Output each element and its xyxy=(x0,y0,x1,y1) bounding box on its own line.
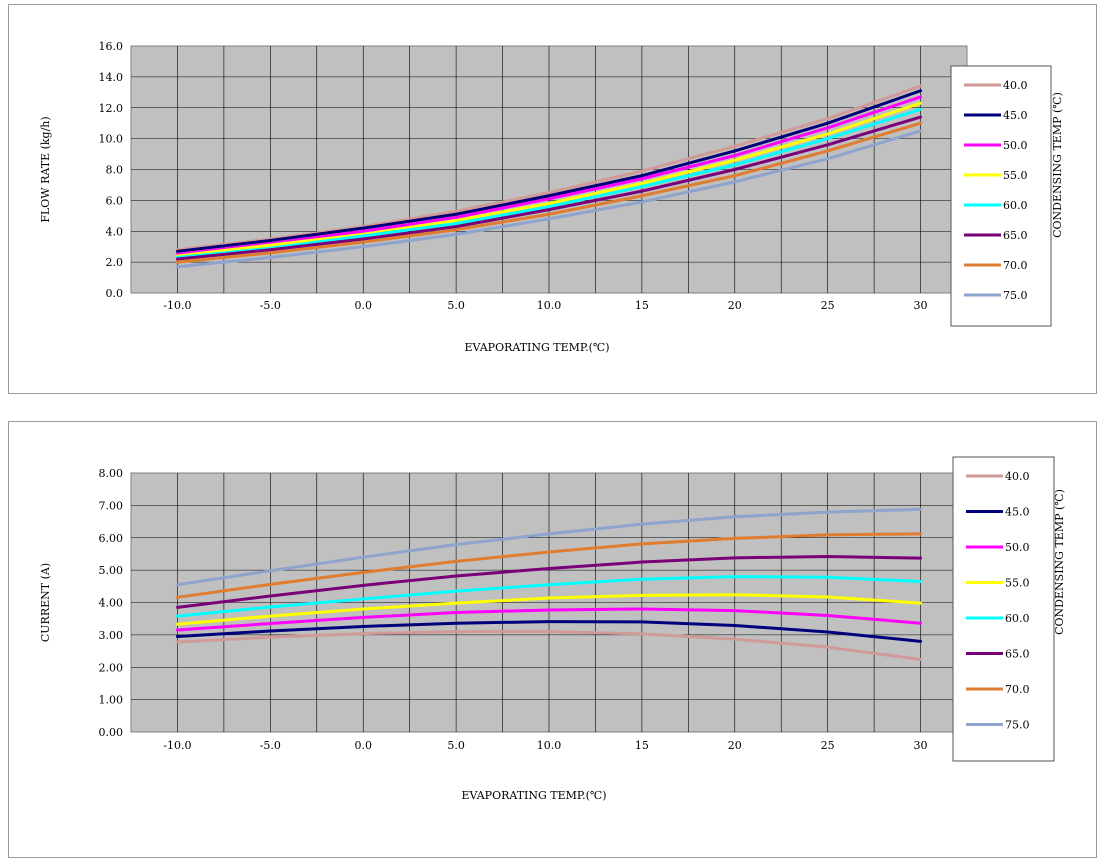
current-x-axis-title: EVAPORATING TEMP.(℃) xyxy=(462,789,607,802)
flow-series-line-40-0 xyxy=(175,84,923,252)
current-x-tick-label: 0.0 xyxy=(354,739,372,752)
flow-x-tick-label: 15 xyxy=(635,299,649,312)
flow-y-tick-label: 16.0 xyxy=(99,40,124,53)
current-x-tick-label: -10.0 xyxy=(163,739,191,752)
current-y-tick-label: 7.00 xyxy=(99,499,124,512)
current-legend-label: 65.0 xyxy=(1005,648,1030,661)
current-x-tick-label: 25 xyxy=(821,739,835,752)
flow-y-tick-label: 12.0 xyxy=(99,102,124,115)
current-y-tick-label: 0.00 xyxy=(99,726,124,739)
flow-legend-label: 70.0 xyxy=(1003,259,1028,272)
current-legend-label: 55.0 xyxy=(1005,577,1030,590)
flow-y-tick-label: 0.0 xyxy=(106,287,124,300)
current-legend-label: 60.0 xyxy=(1005,612,1030,625)
current-x-tick-label: -5.0 xyxy=(260,739,281,752)
current-y-tick-label: 6.00 xyxy=(99,532,124,545)
current-series-line-45-0 xyxy=(175,620,923,643)
current-legend-label: 50.0 xyxy=(1005,541,1030,554)
flow-rate-chart-panel: 0.0 2.0 4.0 6.0 8.0 10.0 12.0 14.0 16.0 -10.0 -5.0… xyxy=(8,4,1097,394)
flow-x-tick-label: 20 xyxy=(728,299,742,312)
current-y-axis-title: CURRENT (A) xyxy=(39,563,52,642)
flow-series-line-75-0 xyxy=(175,129,923,269)
flow-series-line-55-0 xyxy=(175,101,923,258)
flow-x-tick-label: -10.0 xyxy=(163,299,191,312)
flow-legend-label: 65.0 xyxy=(1003,229,1028,242)
current-y-tick-label: 3.00 xyxy=(99,629,124,642)
current-series-line-50-0 xyxy=(175,607,923,632)
current-series-line-55-0 xyxy=(175,593,923,626)
current-legend-label: 45.0 xyxy=(1005,506,1030,519)
flow-y-tick-label: 4.0 xyxy=(106,225,124,238)
flow-legend-label: 50.0 xyxy=(1003,139,1028,152)
flow-y-tick-label: 10.0 xyxy=(99,133,124,146)
flow-x-tick-label: -5.0 xyxy=(260,299,281,312)
flow-x-tick-label: 25 xyxy=(821,299,835,312)
current-x-tick-label: 15 xyxy=(635,739,649,752)
current-x-tick-label: 20 xyxy=(728,739,742,752)
flow-x-tick-label: 0.0 xyxy=(354,299,372,312)
current-series-line-65-0 xyxy=(175,555,923,609)
flow-series-line-50-0 xyxy=(175,95,923,256)
current-x-tick-label: 10.0 xyxy=(537,739,562,752)
flow-x-tick-label: 5.0 xyxy=(447,299,465,312)
flow-x-tick-label: 10.0 xyxy=(537,299,562,312)
current-x-tick-label: 5.0 xyxy=(447,739,465,752)
current-x-tick-label: 30 xyxy=(914,739,928,752)
current-y-tick-label: 8.00 xyxy=(99,467,124,480)
current-legend-label: 70.0 xyxy=(1005,683,1030,696)
current-series-line-60-0 xyxy=(175,575,923,618)
flow-y-tick-label: 6.0 xyxy=(106,194,124,207)
flow-legend-label: 60.0 xyxy=(1003,199,1028,212)
current-y-tick-label: 1.00 xyxy=(99,694,124,707)
flow-series-line-60-0 xyxy=(175,107,923,259)
current-y-tick-label: 4.00 xyxy=(99,597,124,610)
current-legend-label: 40.0 xyxy=(1005,470,1030,483)
flow-legend-box xyxy=(950,65,1052,327)
flow-series-line-65-0 xyxy=(175,115,923,261)
flow-legend-label: 40.0 xyxy=(1003,79,1028,92)
current-y-tick-label: 5.00 xyxy=(99,564,124,577)
current-legend-label: 75.0 xyxy=(1005,719,1030,732)
flow-legend-label: 55.0 xyxy=(1003,169,1028,182)
current-series-line-40-0 xyxy=(175,630,923,661)
current-chart: 0.00 1.00 2.00 3.00 4.00 5.00 6.00 7.00 8.00 -10.… xyxy=(39,456,1066,802)
current-series-line-75-0 xyxy=(175,507,923,587)
current-legend-box xyxy=(952,456,1055,762)
flow-y-tick-label: 2.0 xyxy=(106,256,124,269)
flow-y-tick-label: 8.0 xyxy=(106,164,124,177)
flow-series-line-45-0 xyxy=(175,89,923,253)
current-legend-title: CONDENSING TEMP (℃) xyxy=(1053,489,1066,635)
flow-y-tick-label: 14.0 xyxy=(99,71,124,84)
flow-rate-chart: 0.0 2.0 4.0 6.0 8.0 10.0 12.0 14.0 16.0 -10.0 -5.0… xyxy=(39,40,1064,354)
flow-legend-label: 75.0 xyxy=(1003,289,1028,302)
flow-y-axis-title: FLOW RATE (kg/h) xyxy=(39,116,52,222)
flow-x-axis-title: EVAPORATING TEMP.(℃) xyxy=(465,341,610,354)
flow-legend-title: CONDENSING TEMP (℃) xyxy=(1051,92,1064,238)
current-chart-panel: 0.00 1.00 2.00 3.00 4.00 5.00 6.00 7.00 8.00 -10.… xyxy=(8,421,1097,858)
flow-series-line-70-0 xyxy=(175,121,923,264)
flow-x-tick-label: 30 xyxy=(914,299,928,312)
current-series-line-70-0 xyxy=(175,532,923,599)
flow-legend-label: 45.0 xyxy=(1003,109,1028,122)
current-y-tick-label: 2.00 xyxy=(99,661,124,674)
